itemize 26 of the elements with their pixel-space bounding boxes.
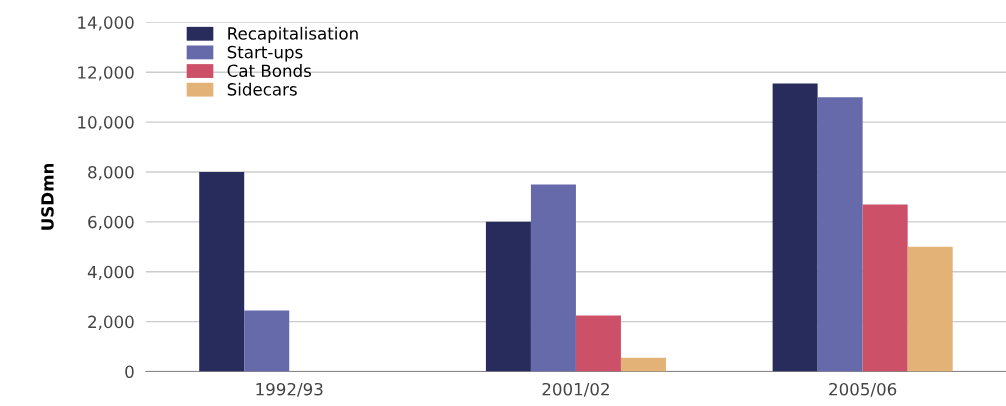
y-tick-label: 14,000: [78, 16, 134, 31]
bar: [772, 83, 818, 372]
bar: [530, 184, 576, 372]
bar: [199, 171, 245, 372]
x-tick-label: 2001/02: [542, 382, 609, 397]
bar: [907, 246, 953, 372]
y-tick-label: 6,000: [88, 215, 134, 231]
y-tick-label: 4,000: [87, 265, 134, 280]
legend-label: Recapitalisation: [228, 26, 358, 43]
y-tick-label: 12,000: [78, 66, 134, 81]
x-tick-label: 2005/06: [829, 382, 897, 397]
y-tick-label: 10,000: [78, 116, 134, 131]
bar: [244, 310, 290, 372]
y-axis-title: USDmn: [41, 163, 54, 230]
legend-label: Sidecars: [227, 82, 297, 96]
bar: [575, 315, 621, 372]
bar: [620, 357, 666, 372]
y-tick-label: 8,000: [88, 165, 134, 181]
y-tick-label: 0: [125, 365, 134, 379]
legend-label: Cat Bonds: [227, 64, 311, 78]
bar: [485, 221, 531, 372]
y-tick-label: 2,000: [88, 315, 134, 330]
bar: [862, 204, 908, 372]
legend-label: Start-ups: [227, 45, 303, 62]
bar: [817, 97, 863, 372]
x-tick-label: 1992/93: [256, 382, 323, 397]
